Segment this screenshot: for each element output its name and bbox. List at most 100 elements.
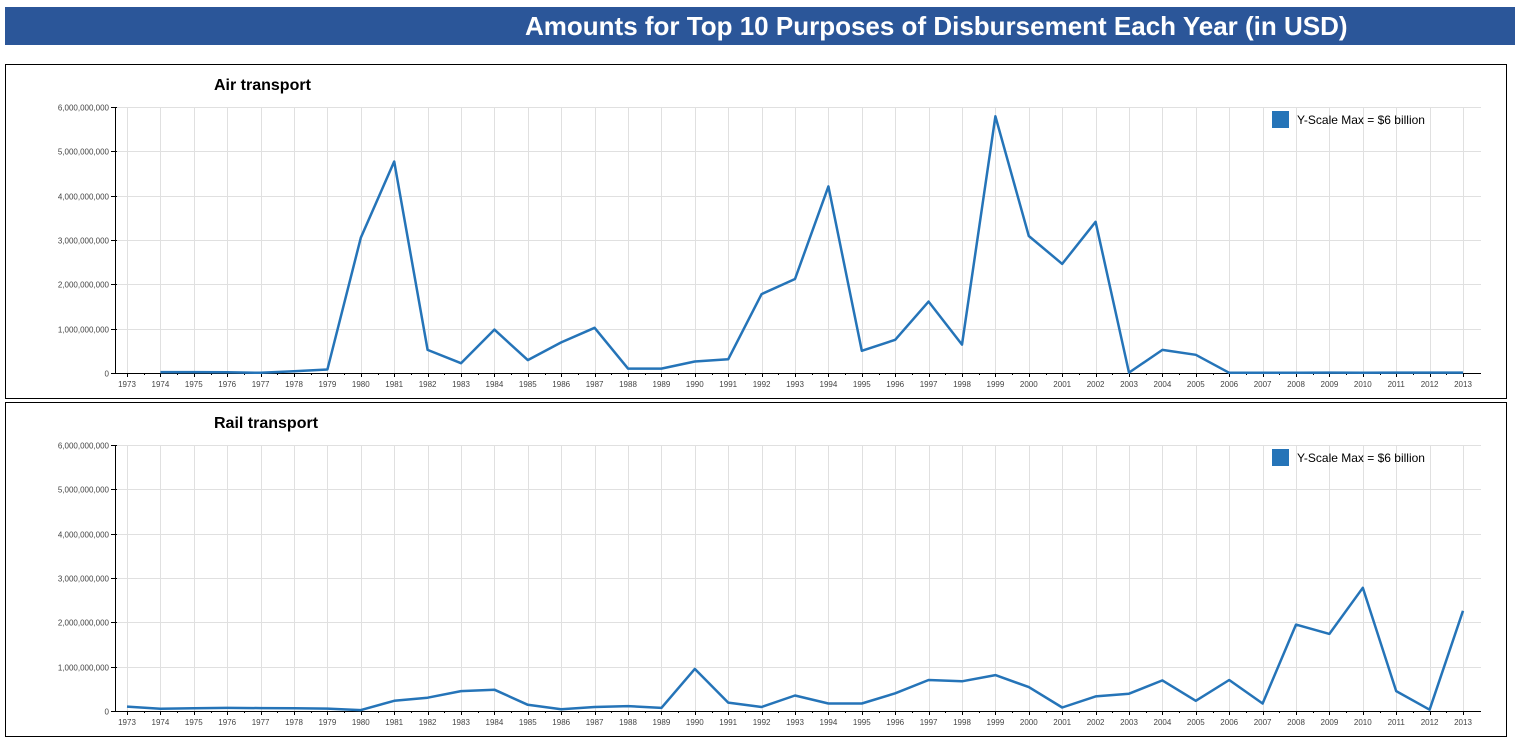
x-tick-label: 1991 [719,380,737,389]
x-tick-label: 1990 [686,380,704,389]
x-tick-label: 1990 [686,718,704,727]
x-tick-label: 1981 [385,380,403,389]
x-tick-label: 1994 [820,718,838,727]
page-title-bar: Amounts for Top 10 Purposes of Disbursem… [5,7,1515,45]
x-tick-label: 2010 [1354,380,1372,389]
x-tick-label: 2009 [1321,380,1339,389]
x-tick-label: 1991 [719,718,737,727]
chart-title: Air transport [214,77,312,94]
x-tick-label: 2012 [1421,380,1439,389]
air-transport-chart-panel: Air transport 1973 1974 1975 1976 1977 1978 197… [5,64,1507,399]
y-tick-label: 4,000,000,000 [58,531,110,540]
x-tick-label: 1986 [552,380,570,389]
x-tick-label: 1995 [853,380,871,389]
series-line [126,586,1465,712]
x-tick-label: 1982 [419,380,437,389]
x-tick-label: 1975 [185,718,203,727]
air-transport-line-chart: Air transport 1973 1974 1975 1976 1977 1978 197… [58,77,1481,389]
chart-title: Rail transport [214,415,319,432]
x-tick-label: 1979 [319,718,337,727]
y-tick-label: 2,000,000,000 [58,619,110,628]
y-tick-label: 2,000,000,000 [58,281,110,290]
x-tick-label: 1978 [285,718,303,727]
x-tick-label: 1973 [118,718,136,727]
x-tick-label: 2010 [1354,718,1372,727]
y-tick-label: 0 [105,370,110,379]
x-tick-label: 2000 [1020,380,1038,389]
x-tick-label: 2006 [1220,380,1238,389]
y-tick-label: 1,000,000,000 [58,664,110,673]
x-tick-label: 1987 [586,718,604,727]
x-tick-label: 2001 [1053,718,1071,727]
x-tick-label: 2005 [1187,380,1205,389]
x-tick-label: 1992 [753,718,771,727]
y-tick-label: 6,000,000,000 [58,442,110,451]
x-tick-label: 2008 [1287,380,1305,389]
x-tick-label: 1998 [953,718,971,727]
x-tick-label: 1974 [152,718,170,727]
x-tick-label: 1973 [118,380,136,389]
x-tick-label: 1978 [285,380,303,389]
y-tick-label: 6,000,000,000 [58,104,110,113]
x-tick-label: 2008 [1287,718,1305,727]
x-tick-label: 2001 [1053,380,1071,389]
x-tick-label: 1983 [452,718,470,727]
x-tick-label: 1996 [886,718,904,727]
x-tick-label: 1999 [987,380,1005,389]
x-tick-label: 1988 [619,380,637,389]
x-tick-label: 1994 [820,380,838,389]
y-tick-label: 3,000,000,000 [58,575,110,584]
y-tick-label: 5,000,000,000 [58,148,110,157]
rail-transport-line-chart: Rail transport 1973 1974 1975 1976 1977 1978 19… [58,415,1481,727]
x-tick-label: 2011 [1388,718,1406,727]
x-tick-label: 2013 [1454,380,1472,389]
x-tick-label: 1974 [152,380,170,389]
x-tick-label: 1997 [920,380,938,389]
x-tick-label: 1986 [552,718,570,727]
x-tick-label: 1982 [419,718,437,727]
y-tick-label: 3,000,000,000 [58,237,110,246]
legend-swatch [1272,449,1289,466]
x-tick-label: 1976 [218,380,236,389]
x-tick-label: 1993 [786,380,804,389]
x-tick-label: 2007 [1254,380,1272,389]
x-tick-label: 2009 [1321,718,1339,727]
x-tick-label: 1989 [653,718,671,727]
x-tick-label: 2004 [1154,380,1172,389]
y-tick-label: 4,000,000,000 [58,193,110,202]
x-tick-label: 1979 [319,380,337,389]
x-tick-label: 2012 [1421,718,1439,727]
x-tick-label: 1977 [252,718,270,727]
legend-label: Y-Scale Max = $6 billion [1297,113,1425,127]
x-tick-label: 2004 [1154,718,1172,727]
page-title: Amounts for Top 10 Purposes of Disbursem… [525,11,1348,41]
x-tick-label: 1985 [519,718,537,727]
x-tick-label: 2007 [1254,718,1272,727]
legend-label: Y-Scale Max = $6 billion [1297,451,1425,465]
x-tick-label: 2000 [1020,718,1038,727]
x-tick-label: 1993 [786,718,804,727]
x-tick-label: 1981 [385,718,403,727]
series-line [160,115,1463,375]
x-tick-label: 1999 [987,718,1005,727]
x-tick-label: 1988 [619,718,637,727]
x-tick-label: 2002 [1087,380,1105,389]
x-tick-label: 1992 [753,380,771,389]
x-tick-label: 1980 [352,718,370,727]
x-tick-label: 1980 [352,380,370,389]
x-tick-label: 2011 [1388,380,1406,389]
x-tick-label: 1975 [185,380,203,389]
x-tick-label: 1983 [452,380,470,389]
x-tick-label: 1985 [519,380,537,389]
x-tick-label: 2002 [1087,718,1105,727]
x-tick-label: 1998 [953,380,971,389]
legend-swatch [1272,111,1289,128]
x-tick-label: 1995 [853,718,871,727]
x-tick-label: 2003 [1120,718,1138,727]
y-tick-label: 0 [105,708,110,717]
x-tick-label: 2013 [1454,718,1472,727]
x-tick-label: 2003 [1120,380,1138,389]
x-tick-label: 1984 [486,380,504,389]
x-tick-label: 1976 [218,718,236,727]
x-tick-label: 2006 [1220,718,1238,727]
